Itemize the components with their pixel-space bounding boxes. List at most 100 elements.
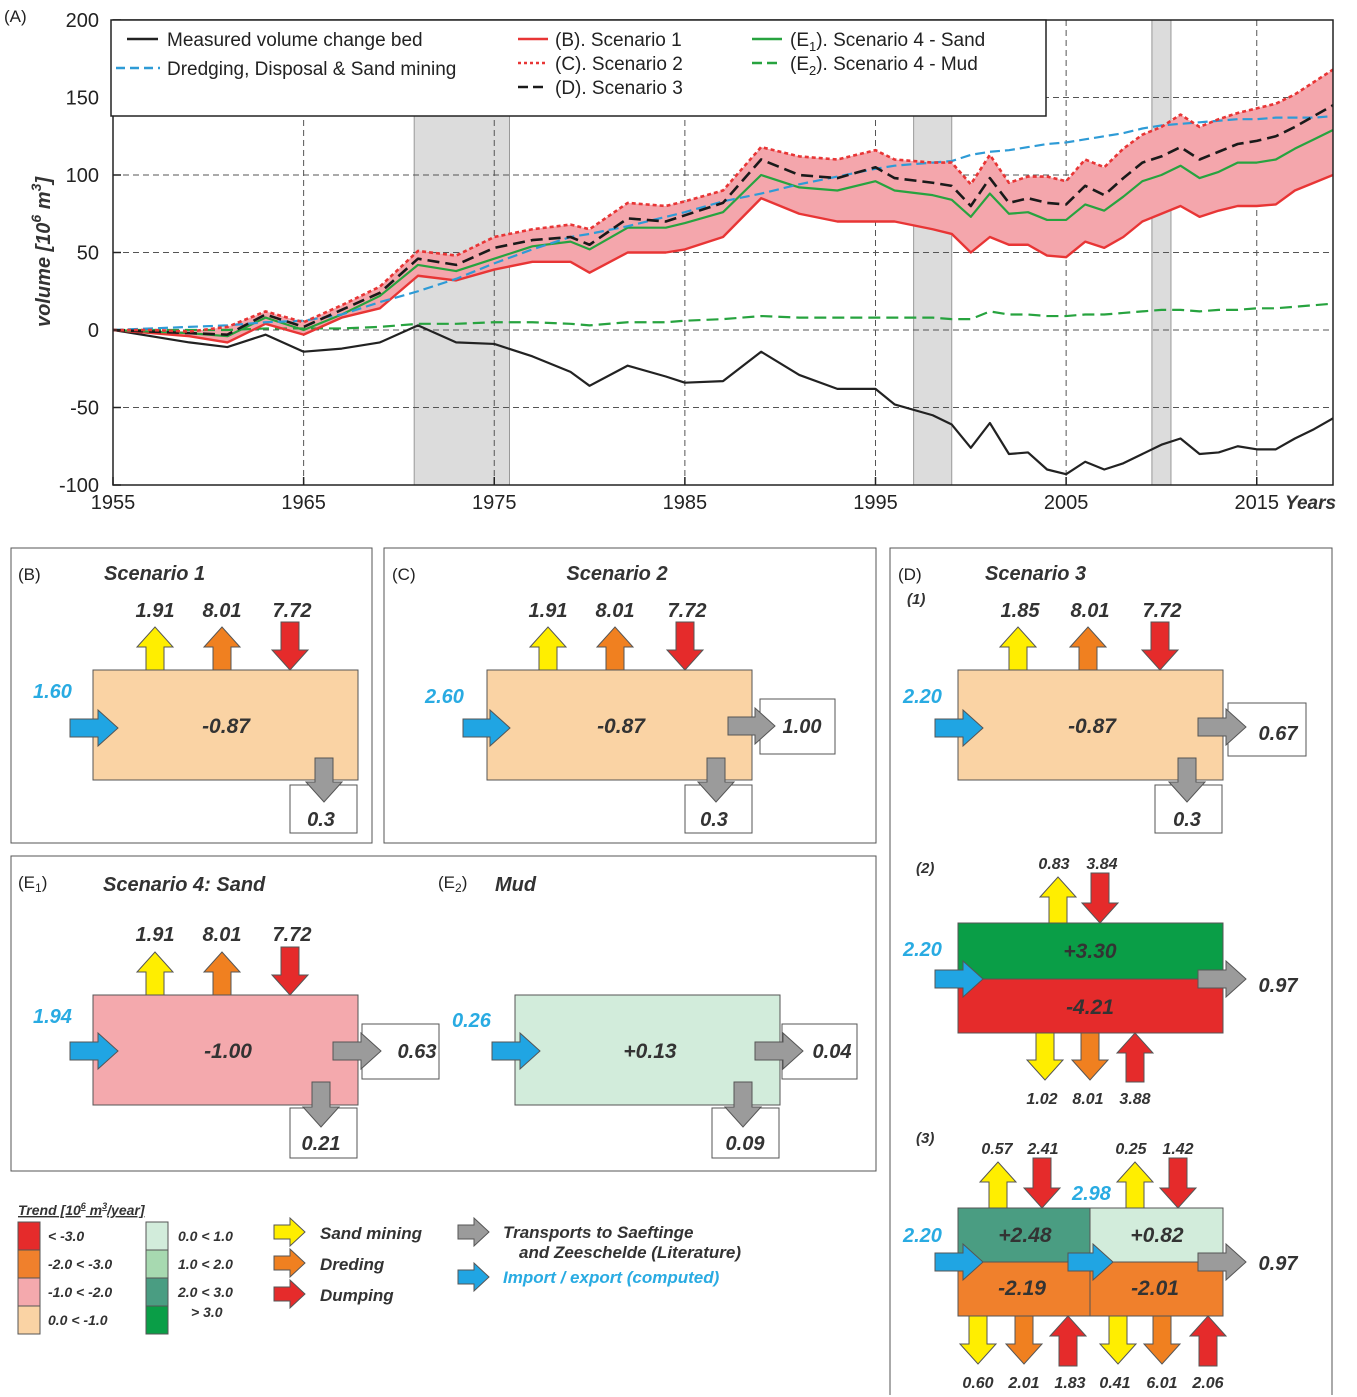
panel-e2-right-arrow bbox=[754, 1031, 804, 1071]
panel-d3-right-arrow bbox=[1197, 1242, 1247, 1282]
panel-e2-import-value: 0.26 bbox=[452, 1010, 492, 1032]
legend-import-arrow bbox=[457, 1261, 490, 1293]
panel-c-box-value: -0.87 bbox=[597, 715, 646, 738]
legend-dredging: Dreding bbox=[320, 1255, 385, 1274]
panel-b-box bbox=[92, 669, 359, 781]
panel-d2-top-mining-arrow bbox=[1038, 876, 1078, 924]
y-tick-label-0: 0 bbox=[88, 320, 99, 342]
panel-e1-mining-value: 1.91 bbox=[136, 924, 175, 946]
panel-d-label: (D) bbox=[898, 565, 922, 584]
panel-d2-bottom-value: -4.21 bbox=[1066, 996, 1114, 1019]
legend-sand: (E1). Scenario 4 - Sand bbox=[790, 30, 985, 54]
panel-d2-right-value: 0.97 bbox=[1259, 975, 1299, 997]
panel-b-sand-mining-arrow bbox=[135, 626, 175, 671]
panel-d-title: Scenario 3 bbox=[985, 563, 1086, 585]
legend-transport-line-2: and Zeeschelde (Literature) bbox=[519, 1243, 741, 1262]
panel-d2-import-arrow bbox=[934, 959, 984, 999]
panel-b-label: (B) bbox=[18, 565, 41, 584]
panel-d3-tr-dumping-arrow bbox=[1158, 1157, 1198, 1209]
panel-d3-tl-mining-arrow bbox=[978, 1161, 1018, 1209]
y-tick-label-50: 50 bbox=[77, 243, 99, 265]
legend-mud: (E2). Scenario 4 - Mud bbox=[790, 54, 978, 78]
panel-d1-box-value: -0.87 bbox=[1068, 715, 1117, 738]
panel-d2-top-mining-value: 0.83 bbox=[1038, 856, 1069, 873]
trend-swatch-green-3 bbox=[145, 1277, 169, 1307]
trend-legend-title: Trend [106 m3/year] bbox=[18, 1201, 146, 1218]
trend-label-2: -2.0 < -3.0 bbox=[48, 1256, 112, 1272]
panel-b-title: Scenario 1 bbox=[104, 563, 205, 585]
panel-b-dredging-arrow bbox=[202, 626, 242, 671]
panel-e1-dumping-value: 7.72 bbox=[273, 924, 312, 946]
measured-volume-line bbox=[113, 324, 1333, 476]
legend-s2: (C). Scenario 2 bbox=[555, 54, 683, 75]
panel-a-label: (A) bbox=[4, 7, 27, 26]
panel-b-import-arrow bbox=[69, 708, 119, 748]
panel-c: (C) Scenario 2 -0.87 1.91 8.01 7.72 2.60… bbox=[392, 563, 836, 834]
panel-c-sand-mining-arrow bbox=[528, 626, 568, 671]
panel-b-frame bbox=[10, 547, 373, 844]
scenario-1-line bbox=[113, 173, 1333, 344]
panel-e1-sand-mining-arrow bbox=[135, 951, 175, 996]
panel-e1-right-value: 0.63 bbox=[398, 1041, 437, 1063]
panel-d2-bottom-dumping-arrow bbox=[1115, 1032, 1155, 1083]
panel-c-transport-arrow bbox=[696, 757, 736, 803]
panel-d3-bl-dredging-arrow bbox=[1004, 1315, 1044, 1365]
panel-c-import-arrow bbox=[462, 708, 511, 748]
panel-e1-box-value: -1.00 bbox=[204, 1040, 252, 1063]
legend-dredging-arrow bbox=[273, 1247, 306, 1279]
panel-b-dumping-value: 7.72 bbox=[273, 600, 312, 622]
panel-d2-top-value: +3.30 bbox=[1063, 940, 1116, 963]
panel-b-down-value: 0.3 bbox=[307, 809, 335, 831]
arrow-legend: Sand mining Dreding Dumping Transports t… bbox=[273, 1216, 741, 1310]
panel-d1-import-value: 2.20 bbox=[902, 686, 942, 708]
trend-label-5: 0.0 < 1.0 bbox=[178, 1228, 233, 1244]
panel-e2-right-value: 0.04 bbox=[813, 1041, 852, 1063]
panel-d3-bottom-left-value: -2.19 bbox=[998, 1277, 1046, 1300]
x-tick-label-1955: 1955 bbox=[91, 492, 136, 514]
panel-c-down-value: 0.3 bbox=[700, 809, 728, 831]
scenario-4-mud-line bbox=[113, 302, 1333, 332]
panel-d3-br-dumping-arrow bbox=[1188, 1315, 1228, 1367]
legend-transport-arrow bbox=[457, 1216, 490, 1248]
trend-swatch-green-2 bbox=[145, 1249, 169, 1279]
trend-swatch-pink bbox=[17, 1277, 41, 1307]
y-tick-label-200: 200 bbox=[66, 10, 99, 32]
panel-d3-right-value: 0.97 bbox=[1259, 1253, 1299, 1275]
panel-d1-dumping-arrow bbox=[1140, 621, 1180, 671]
panel-d3-br-dumping-value: 2.06 bbox=[1191, 1375, 1223, 1392]
panel-e1-import-arrow bbox=[69, 1031, 119, 1071]
panel-d1-right-arrow bbox=[1197, 707, 1247, 747]
legend-sand-mining: Sand mining bbox=[320, 1224, 423, 1243]
panel-c-title: Scenario 2 bbox=[566, 563, 667, 585]
panel-b-box-value: -0.87 bbox=[202, 715, 251, 738]
y-tick-label--50: -50 bbox=[70, 398, 99, 420]
legend-dredging: Dredging, Disposal & Sand mining bbox=[167, 59, 456, 80]
legend-transport-line-1: Transports to Saeftinge bbox=[503, 1223, 694, 1242]
panel-d1-transport-arrow bbox=[1167, 757, 1207, 803]
chart-legend: Measured volume change bed Dredging, Dis… bbox=[110, 19, 1047, 117]
panel-e1-transport-arrow bbox=[301, 1081, 341, 1128]
panel-d3-top-right-value: +0.82 bbox=[1130, 1224, 1183, 1247]
legend-s1: (B). Scenario 1 bbox=[555, 30, 682, 51]
panel-d3-top-left-value: +2.48 bbox=[998, 1224, 1051, 1247]
x-tick-label-1995: 1995 bbox=[853, 492, 898, 514]
panel-e1-dredging-arrow bbox=[202, 951, 242, 996]
trend-label-6: 1.0 < 2.0 bbox=[178, 1256, 233, 1272]
panel-c-right-value: 1.00 bbox=[783, 716, 822, 738]
panel-b-mining-value: 1.91 bbox=[136, 600, 175, 622]
panel-d3-mid-import-value: 2.98 bbox=[1071, 1183, 1112, 1205]
panel-c-frame bbox=[383, 547, 877, 844]
trend-swatch-green-1 bbox=[145, 1221, 169, 1251]
panel-d2-bottom-box bbox=[957, 978, 1224, 1034]
panel-e2-down-box bbox=[711, 1107, 780, 1159]
panel-d3-import-arrow bbox=[934, 1242, 984, 1282]
scenario-envelope-band bbox=[113, 69, 1333, 343]
trend-label-4: 0.0 < -1.0 bbox=[48, 1312, 108, 1328]
panel-e1-dredging-value: 8.01 bbox=[203, 924, 242, 946]
panel-d2-top-dumping-arrow bbox=[1080, 872, 1120, 924]
panel-d1-down-value: 0.3 bbox=[1173, 809, 1201, 831]
panel-d3-bottom-right-value: -2.01 bbox=[1131, 1277, 1179, 1300]
panel-e2: (E2) Mud +0.13 0.26 0.04 0.09 bbox=[438, 873, 858, 1159]
panel-d1-right-value: 0.67 bbox=[1259, 723, 1299, 745]
panel-d3-br-mining-arrow bbox=[1098, 1315, 1138, 1365]
